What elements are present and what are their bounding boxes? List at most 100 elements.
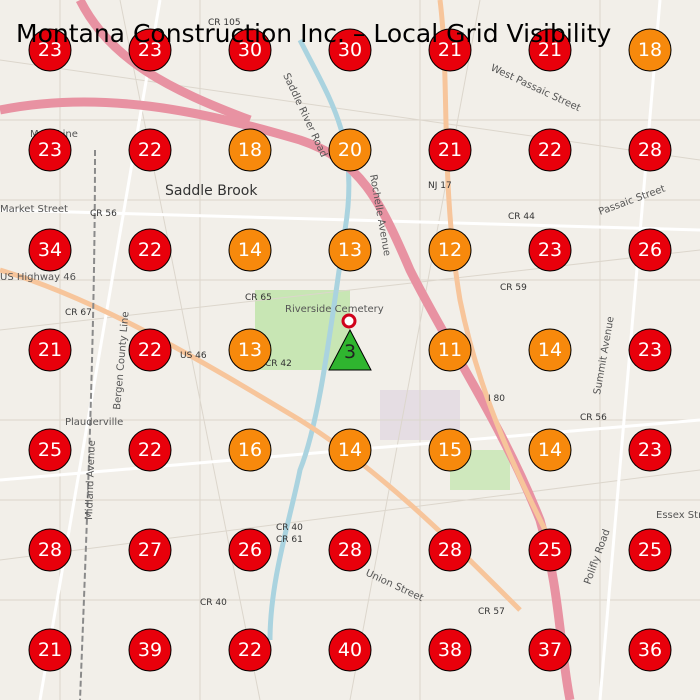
rank-circle [328,528,372,572]
rank-circle [228,428,272,472]
rank-label: 21 [38,639,62,661]
rank-label: 14 [538,439,562,461]
rank-label: 22 [238,639,262,661]
rank-circle [228,528,272,572]
rank-label: 40 [338,639,362,661]
rank-circle [128,528,172,572]
rank-circle [628,228,672,272]
rank-circle [628,28,672,72]
street-label: Market Street [0,204,68,215]
rank-circle [328,628,372,672]
rank-circle [528,128,572,172]
rank-circle [628,428,672,472]
rank-label: 26 [638,239,662,261]
rank-label: 18 [638,39,662,61]
rank-label: 14 [338,439,362,461]
road-shield: CR 67 [65,308,92,318]
map-label: Riverside Cemetery [285,304,384,315]
road-shield: CR 44 [508,212,535,222]
road-shield: CR 40 [200,598,227,608]
rank-circle [228,228,272,272]
rank-label: 11 [438,339,462,361]
road-shield: CR 56 [580,413,607,423]
rank-circle [228,628,272,672]
rank-circle [428,428,472,472]
rank-circle [128,428,172,472]
rank-label: 18 [238,139,262,161]
rank-label: 30 [338,39,362,61]
road-shield: CR 59 [500,283,527,293]
rank-label: 38 [438,639,462,661]
rank-circle [428,528,472,572]
rank-label: 23 [638,439,662,461]
rank-circle [528,528,572,572]
rank-circle [328,28,372,72]
rank-circle [428,328,472,372]
rank-label: 16 [238,439,262,461]
road-shield: CR 56 [90,209,117,219]
rank-label: 25 [538,539,562,561]
rank-circle [128,328,172,372]
rank-circle [428,28,472,72]
street-label: Essex Street [656,510,700,521]
rank-circle [228,328,272,372]
rank-circle [628,628,672,672]
rank-circle [528,328,572,372]
rank-label: 14 [238,239,262,261]
rank-circle [528,28,572,72]
road-shield: CR 65 [245,293,272,303]
rank-label: 23 [638,339,662,361]
rank-circle [228,128,272,172]
rank-label: 3 [344,341,356,363]
rank-circle [628,328,672,372]
rank-label: 23 [38,139,62,161]
rank-label: 28 [438,539,462,561]
rank-circle [28,628,72,672]
rank-label: 21 [38,339,62,361]
road-shield: I 80 [488,394,505,404]
rank-label: 22 [138,139,162,161]
rank-circle [328,228,372,272]
rank-label: 13 [338,239,362,261]
road-shield: CR 61 [276,535,303,545]
rank-circle [628,528,672,572]
rank-label: 25 [38,439,62,461]
road-shield: US 46 [180,351,207,361]
rank-circle [628,128,672,172]
rank-label: 34 [38,239,62,261]
rank-label: 36 [638,639,662,661]
rank-label: 25 [638,539,662,561]
rank-label: 27 [138,539,162,561]
rank-circle [128,228,172,272]
pin [341,313,357,329]
rank-grid: 23 23 30 30 21 21 18 23 22 18 20 21 22 28 34 22 14 13 12 23… [28,28,672,672]
rank-label: 20 [338,139,362,161]
place-label: Saddle Brook [165,183,258,199]
rank-label: 28 [638,139,662,161]
rank-label: 22 [138,239,162,261]
rank-label: 28 [38,539,62,561]
rank-circle [528,228,572,272]
rank-label: 12 [438,239,462,261]
rank-label: 22 [138,339,162,361]
rank-circle [28,28,72,72]
street-label: US Highway 46 [0,272,76,283]
rank-circle [328,428,372,472]
road-shield: NJ 17 [428,181,452,191]
rank-circle [428,228,472,272]
center-marker [328,328,372,371]
rank-circle [28,228,72,272]
rank-label: 13 [238,339,262,361]
rank-circle [228,28,272,72]
rank-label: 21 [538,39,562,61]
street-label: Midland Avenue [84,440,98,520]
location-pin [341,313,357,329]
rank-circle [128,628,172,672]
rank-circle [128,128,172,172]
map-title: Montana Construction Inc. – Local Grid V… [16,19,612,48]
rank-circle [528,628,572,672]
rank-label: 23 [38,39,62,61]
rank-label: 14 [538,339,562,361]
